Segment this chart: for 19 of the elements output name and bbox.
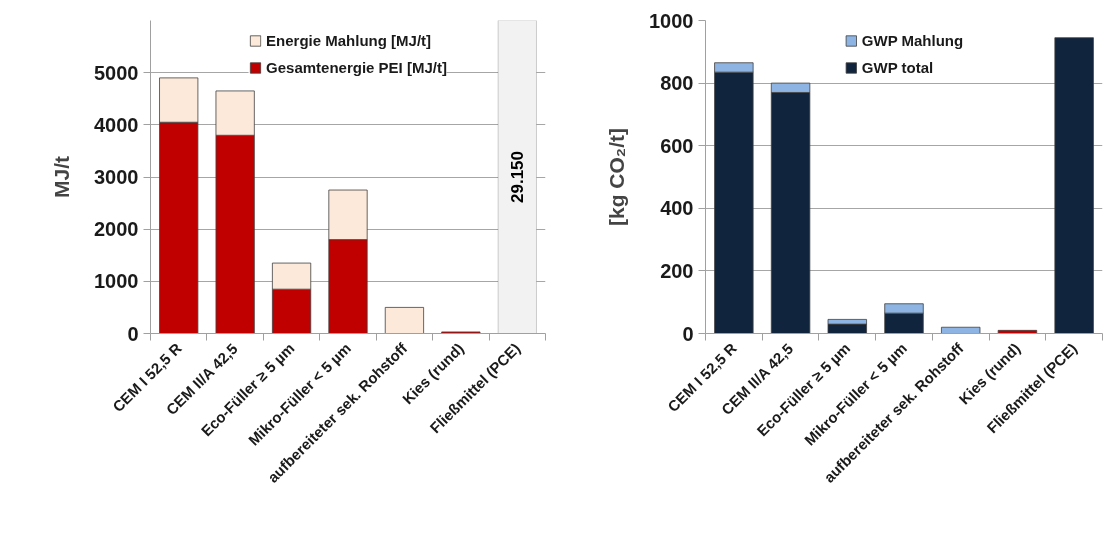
y-tick-label: 1000 xyxy=(94,270,139,293)
band-label: 29.150 xyxy=(508,151,528,203)
legend-label: Gesamtenergie PEI [MJ/t] xyxy=(266,59,447,76)
y-tick-label: 0 xyxy=(682,322,694,345)
y-tick-label: 1000 xyxy=(649,9,694,32)
y-tick-label: 5000 xyxy=(94,61,139,84)
y-axis-title: MJ/t xyxy=(50,155,74,198)
legend-label: GWP total xyxy=(861,59,934,76)
y-tick-label: 800 xyxy=(660,72,694,95)
y-tick-label: 3000 xyxy=(94,166,139,188)
y-tick-label: 4000 xyxy=(94,113,139,136)
y-tick-label: 0 xyxy=(127,322,139,345)
y-tick-label: 600 xyxy=(660,134,694,157)
legend-label: GWP Mahlung xyxy=(861,32,964,49)
y-tick-label: 2000 xyxy=(94,218,139,241)
y-axis-title: [kg CO₂/t] xyxy=(605,127,629,226)
legend-label: Energie Mahlung [MJ/t] xyxy=(266,32,432,49)
y-tick-label: 400 xyxy=(660,197,694,220)
y-tick-label: 200 xyxy=(660,259,694,282)
